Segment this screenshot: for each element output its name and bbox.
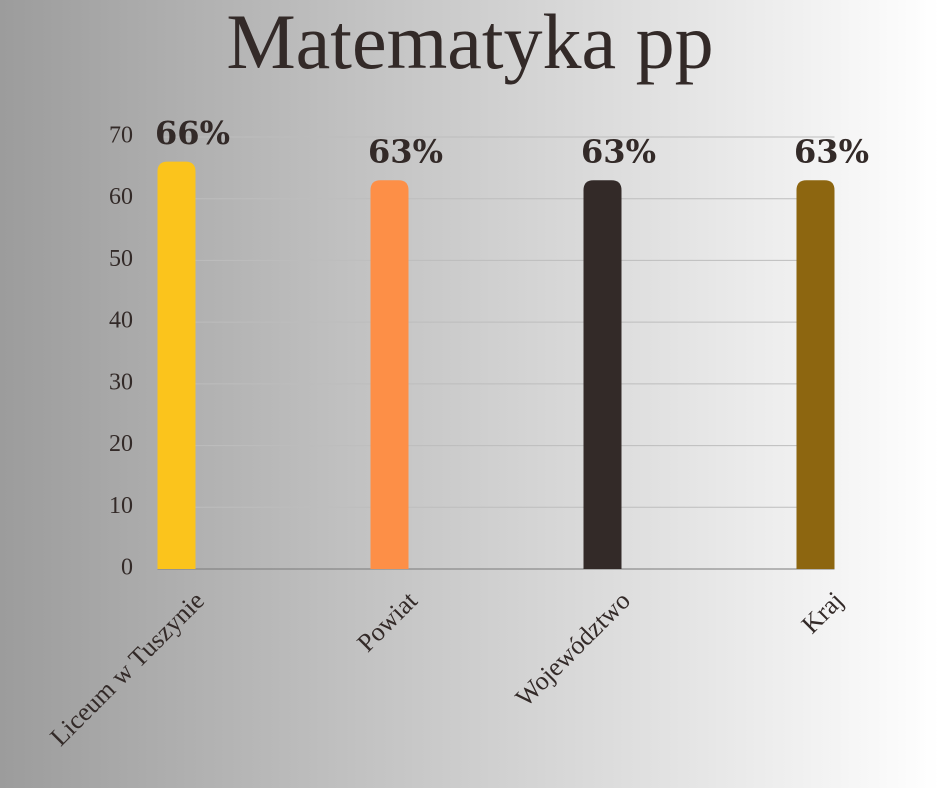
- bar: [370, 180, 409, 569]
- y-tick-label: 0: [121, 555, 133, 581]
- y-tick-label: 20: [109, 431, 133, 457]
- bar: [796, 180, 835, 569]
- y-tick-label: 40: [109, 308, 133, 334]
- chart-title: Matematyka pp: [226, 0, 713, 85]
- y-tick-label: 30: [109, 369, 133, 395]
- y-tick-label: 70: [109, 123, 133, 149]
- y-tick-label: 10: [109, 493, 133, 519]
- bar: [583, 180, 622, 569]
- value-label: 63%: [368, 133, 443, 171]
- y-tick-label: 60: [109, 184, 133, 210]
- bar: [157, 161, 196, 569]
- y-tick-label: 50: [109, 246, 133, 272]
- value-label: 63%: [794, 133, 869, 171]
- value-label: 66%: [155, 114, 230, 152]
- value-label: 63%: [581, 133, 656, 171]
